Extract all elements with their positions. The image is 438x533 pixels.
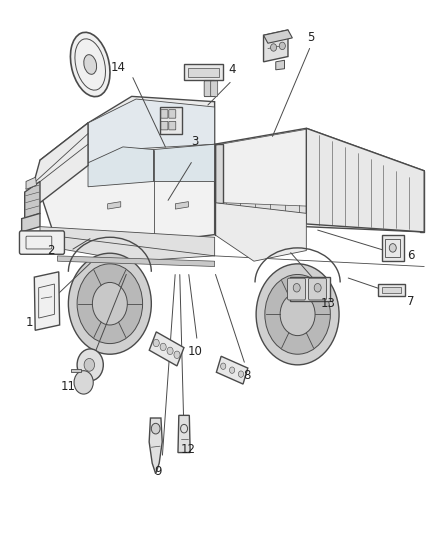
Polygon shape [276, 60, 285, 70]
FancyBboxPatch shape [211, 81, 218, 96]
Text: 7: 7 [407, 295, 415, 308]
FancyBboxPatch shape [161, 110, 168, 118]
Polygon shape [178, 415, 190, 453]
Text: 13: 13 [321, 297, 336, 310]
FancyBboxPatch shape [288, 278, 305, 300]
Circle shape [84, 359, 95, 371]
Circle shape [256, 264, 339, 365]
Circle shape [265, 274, 330, 354]
Circle shape [77, 349, 103, 381]
Polygon shape [88, 99, 215, 165]
Circle shape [271, 44, 277, 51]
Polygon shape [31, 123, 88, 203]
Polygon shape [21, 213, 40, 232]
FancyBboxPatch shape [204, 81, 211, 96]
Circle shape [68, 253, 151, 354]
Polygon shape [306, 128, 424, 232]
Text: 6: 6 [407, 249, 415, 262]
Polygon shape [204, 80, 214, 96]
Circle shape [92, 282, 127, 325]
Polygon shape [71, 368, 81, 372]
FancyBboxPatch shape [169, 110, 176, 118]
Polygon shape [188, 68, 219, 77]
Polygon shape [223, 203, 420, 221]
Circle shape [151, 423, 160, 434]
Polygon shape [215, 144, 223, 203]
Polygon shape [153, 144, 215, 181]
Circle shape [238, 371, 244, 377]
Text: 8: 8 [244, 369, 251, 382]
Polygon shape [290, 277, 330, 301]
Circle shape [77, 264, 143, 344]
Circle shape [153, 340, 159, 347]
Circle shape [279, 42, 286, 50]
Polygon shape [175, 201, 188, 209]
Polygon shape [40, 123, 215, 245]
Polygon shape [382, 287, 401, 293]
Polygon shape [378, 284, 405, 296]
Circle shape [221, 363, 226, 369]
Circle shape [174, 351, 180, 359]
Text: 9: 9 [154, 465, 162, 478]
Polygon shape [215, 203, 306, 261]
Ellipse shape [71, 33, 110, 96]
Polygon shape [26, 177, 36, 189]
Text: 1: 1 [25, 316, 33, 329]
Circle shape [167, 347, 173, 354]
FancyBboxPatch shape [19, 231, 64, 254]
Polygon shape [382, 235, 404, 261]
Circle shape [280, 293, 315, 336]
Text: 3: 3 [191, 135, 199, 148]
Polygon shape [420, 171, 424, 232]
Ellipse shape [84, 55, 97, 74]
Text: 4: 4 [228, 63, 236, 76]
FancyBboxPatch shape [161, 122, 168, 130]
Polygon shape [216, 356, 248, 384]
Polygon shape [88, 96, 215, 165]
Polygon shape [264, 30, 292, 43]
Text: 11: 11 [61, 379, 76, 393]
Circle shape [230, 367, 235, 373]
Polygon shape [40, 227, 215, 261]
Polygon shape [149, 332, 184, 366]
Circle shape [74, 370, 93, 394]
Circle shape [389, 244, 396, 252]
Text: 2: 2 [47, 244, 55, 257]
Polygon shape [215, 128, 424, 232]
Polygon shape [184, 64, 223, 80]
Text: 5: 5 [307, 31, 314, 44]
Polygon shape [149, 418, 162, 474]
FancyBboxPatch shape [169, 122, 176, 130]
Polygon shape [108, 201, 121, 209]
Text: 10: 10 [187, 345, 202, 358]
Polygon shape [160, 107, 182, 134]
Polygon shape [25, 181, 40, 219]
Circle shape [314, 284, 321, 292]
Text: 12: 12 [181, 443, 196, 456]
FancyBboxPatch shape [308, 278, 326, 300]
Circle shape [160, 343, 166, 351]
Polygon shape [34, 272, 60, 330]
Polygon shape [57, 256, 215, 266]
Polygon shape [88, 147, 153, 187]
Text: 14: 14 [111, 61, 126, 74]
Circle shape [293, 284, 300, 292]
Polygon shape [264, 30, 288, 62]
